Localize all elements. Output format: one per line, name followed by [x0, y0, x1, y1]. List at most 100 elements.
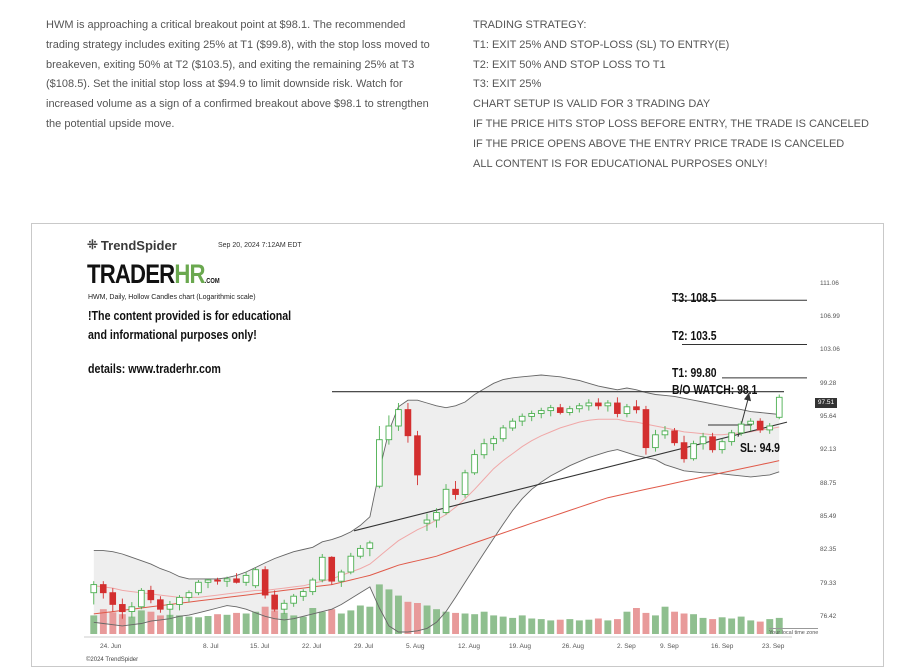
- strategy-line: ALL CONTENT IS FOR EDUCATIONAL PURPOSES …: [473, 157, 768, 170]
- logo-text: TrendSpider: [100, 237, 177, 253]
- candle-body: [290, 595, 297, 604]
- candle-body: [119, 604, 126, 613]
- x-tick: 22. Jul: [302, 643, 322, 650]
- candle-body: [423, 519, 431, 524]
- candle-body: [566, 408, 574, 413]
- details-link: details: www.traderhr.com: [88, 361, 221, 376]
- strategy-line: TRADING STRATEGY:: [473, 19, 587, 31]
- candle-body: [404, 409, 412, 437]
- volume-bar: [128, 616, 136, 634]
- candle-body: [261, 569, 269, 596]
- candle-body: [766, 425, 774, 431]
- candle-body: [709, 436, 716, 451]
- strategy-line: IF THE PRICE OPENS ABOVE THE ENTRY PRICE…: [473, 137, 845, 150]
- y-tick: 88.75: [820, 480, 837, 487]
- x-tick: 8. Jul: [203, 643, 219, 650]
- volume-bar: [242, 613, 250, 634]
- disclaimer: !The content provided is for educational…: [88, 306, 291, 344]
- intro-paragraph: HWM is approaching a critical breakout p…: [46, 19, 430, 130]
- volume-bar: [223, 614, 231, 634]
- candle-body: [395, 409, 402, 427]
- volume-bar: [176, 615, 183, 634]
- volume-bar: [157, 615, 164, 634]
- x-tick: 29. Jul: [354, 643, 374, 650]
- candle-body: [661, 430, 669, 436]
- candle-body: [166, 604, 174, 610]
- candle-body: [176, 596, 183, 605]
- strategy-line: T1: EXIT 25% AND STOP-LOSS (SL) TO ENTRY…: [473, 38, 730, 51]
- candle-body: [442, 488, 450, 513]
- copyright: ©2024 TrendSpider: [86, 657, 139, 663]
- volume-bar: [280, 612, 288, 634]
- volume-bar: [423, 605, 431, 634]
- brand-com: .COM: [204, 278, 220, 285]
- x-tick: 2. Sep: [617, 643, 636, 650]
- volume-bar: [594, 618, 602, 634]
- candle-body: [775, 396, 783, 418]
- candle-body: [128, 606, 136, 612]
- trendspider-logo: ⁜ TrendSpider: [87, 237, 177, 253]
- candle-body: [547, 407, 555, 412]
- candle-body: [671, 430, 678, 444]
- chart-timestamp: Sep 20, 2024 7:12AM EDT: [218, 242, 302, 249]
- volume-bar: [556, 619, 564, 634]
- x-tick: 9. Sep: [660, 643, 679, 650]
- candle-body: [680, 442, 688, 460]
- t1-label: T1: 99.80: [672, 365, 717, 380]
- candle-body: [642, 409, 650, 449]
- candle-body: [690, 443, 697, 460]
- volume-bar: [728, 618, 736, 634]
- candle-body: [461, 472, 469, 495]
- volume-bar: [233, 612, 240, 634]
- volume-bar: [652, 615, 659, 634]
- candle-body: [623, 406, 631, 414]
- trading-strategy: TRADING STRATEGY: T1: EXIT 25% AND STOP-…: [473, 16, 893, 174]
- volume-bar: [328, 609, 336, 634]
- candle-body: [528, 413, 535, 417]
- volume-bar: [499, 616, 507, 634]
- volume-bar: [452, 612, 459, 634]
- volume-bar: [518, 615, 526, 634]
- disclaimer-line: and informational purposes only!: [88, 327, 257, 342]
- stop-loss-label: SL: 94.9: [740, 440, 780, 455]
- candle-body: [604, 402, 612, 407]
- candle-body: [347, 555, 355, 573]
- volume-bar: [566, 619, 574, 634]
- volume-bar: [623, 611, 631, 634]
- candle-body: [185, 592, 193, 598]
- volume-bar: [690, 614, 697, 634]
- candle-body: [195, 581, 202, 594]
- volume-bar: [604, 620, 612, 634]
- volume-bar: [671, 611, 678, 634]
- volume-bar: [575, 620, 583, 634]
- volume-bar: [109, 612, 117, 634]
- candle-body: [537, 410, 545, 414]
- volume-bar: [442, 611, 450, 634]
- breakout-label: B/O WATCH: 98.1: [672, 382, 758, 397]
- candle-body: [242, 574, 250, 583]
- traderhr-brand: TRADERHR.COM: [87, 259, 220, 290]
- volume-bar: [90, 615, 98, 634]
- candle-body: [99, 584, 107, 594]
- volume-bar: [204, 616, 212, 634]
- t2-label: T2: 103.5: [672, 328, 717, 343]
- volume-bar: [633, 608, 640, 634]
- volume-bar: [337, 613, 345, 634]
- bollinger-lower-line: [93, 449, 780, 633]
- y-tick: 95.64: [820, 413, 837, 420]
- x-tick: 23. Sep: [762, 643, 785, 650]
- volume-bar: [471, 614, 479, 634]
- candle-body: [747, 420, 754, 425]
- candle-body: [271, 594, 278, 610]
- candle-body: [318, 556, 326, 581]
- candle-body: [385, 425, 393, 441]
- volume-bar: [185, 616, 193, 634]
- volume-bar: [318, 611, 326, 634]
- volume-bar: [299, 616, 307, 634]
- chart-image: ⁜ TrendSpider Sep 20, 2024 7:12AM EDT TR…: [31, 223, 884, 667]
- candle-body: [204, 579, 212, 583]
- volume-bar: [252, 611, 260, 634]
- volume-bar: [699, 617, 707, 634]
- candle-body: [480, 443, 488, 456]
- volume-bar: [528, 618, 536, 634]
